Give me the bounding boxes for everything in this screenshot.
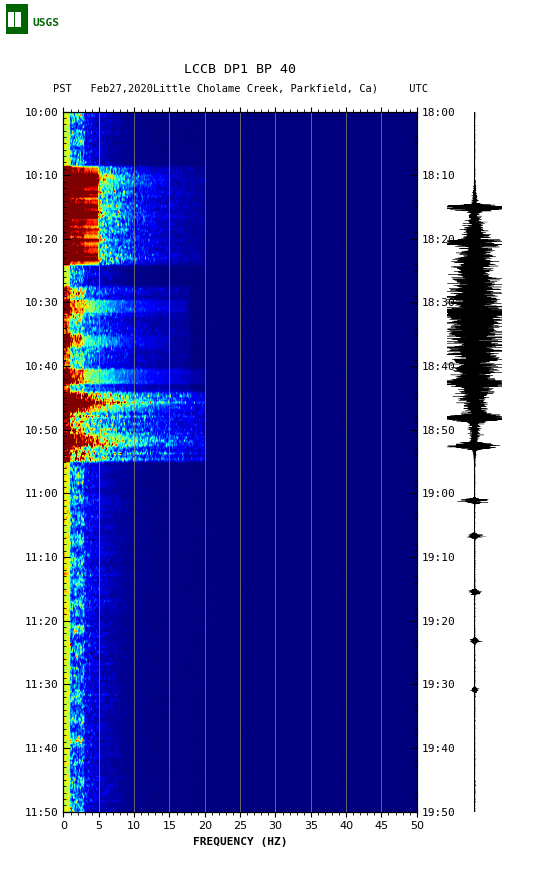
Text: LCCB DP1 BP 40: LCCB DP1 BP 40 — [184, 63, 296, 76]
Bar — [6, 4, 28, 34]
Bar — [8, 12, 14, 27]
Bar — [15, 12, 22, 27]
Text: USGS: USGS — [33, 18, 60, 28]
X-axis label: FREQUENCY (HZ): FREQUENCY (HZ) — [193, 837, 288, 847]
Text: PST   Feb27,2020Little Cholame Creek, Parkfield, Ca)     UTC: PST Feb27,2020Little Cholame Creek, Park… — [52, 83, 428, 94]
